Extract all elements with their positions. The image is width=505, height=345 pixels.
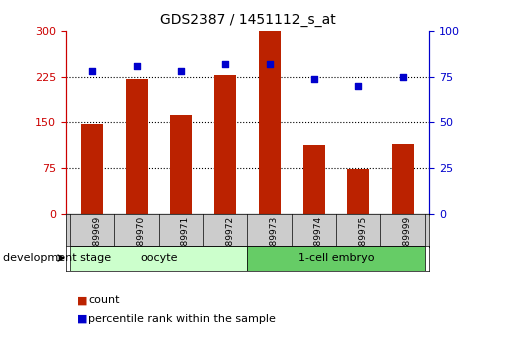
Text: GSM89970: GSM89970 (136, 216, 145, 265)
Point (355, 83, 363, 89)
Point (398, 74, 407, 80)
Text: ■: ■ (77, 314, 88, 324)
Text: GSM89973: GSM89973 (270, 216, 279, 265)
Text: ■: ■ (77, 295, 88, 305)
Text: count: count (88, 295, 120, 305)
Text: oocyte: oocyte (140, 254, 178, 263)
Text: GSM89972: GSM89972 (225, 216, 234, 265)
Text: GSM89969: GSM89969 (92, 216, 102, 265)
Point (310, 76, 318, 81)
Text: GSM89971: GSM89971 (181, 216, 190, 265)
Bar (247, 246, 425, 271)
Point (221, 61, 229, 67)
Text: GSM89975: GSM89975 (359, 216, 367, 265)
Text: 1-cell embryo: 1-cell embryo (298, 254, 374, 263)
Bar (170, 115, 192, 214)
Bar (347, 169, 369, 214)
Text: GSM89999: GSM89999 (402, 216, 412, 265)
Text: GSM89974: GSM89974 (314, 216, 323, 265)
Point (266, 61, 274, 67)
Text: development stage: development stage (3, 253, 111, 263)
Point (177, 69, 185, 74)
Point (132, 63, 140, 69)
Bar (126, 79, 147, 214)
Bar (70, 246, 247, 271)
Bar (303, 145, 325, 214)
Point (88, 69, 96, 74)
Bar (214, 75, 236, 214)
Title: GDS2387 / 1451112_s_at: GDS2387 / 1451112_s_at (160, 13, 335, 27)
Bar (391, 144, 414, 214)
Bar (81, 124, 104, 214)
Bar (259, 31, 281, 214)
Text: percentile rank within the sample: percentile rank within the sample (88, 314, 276, 324)
